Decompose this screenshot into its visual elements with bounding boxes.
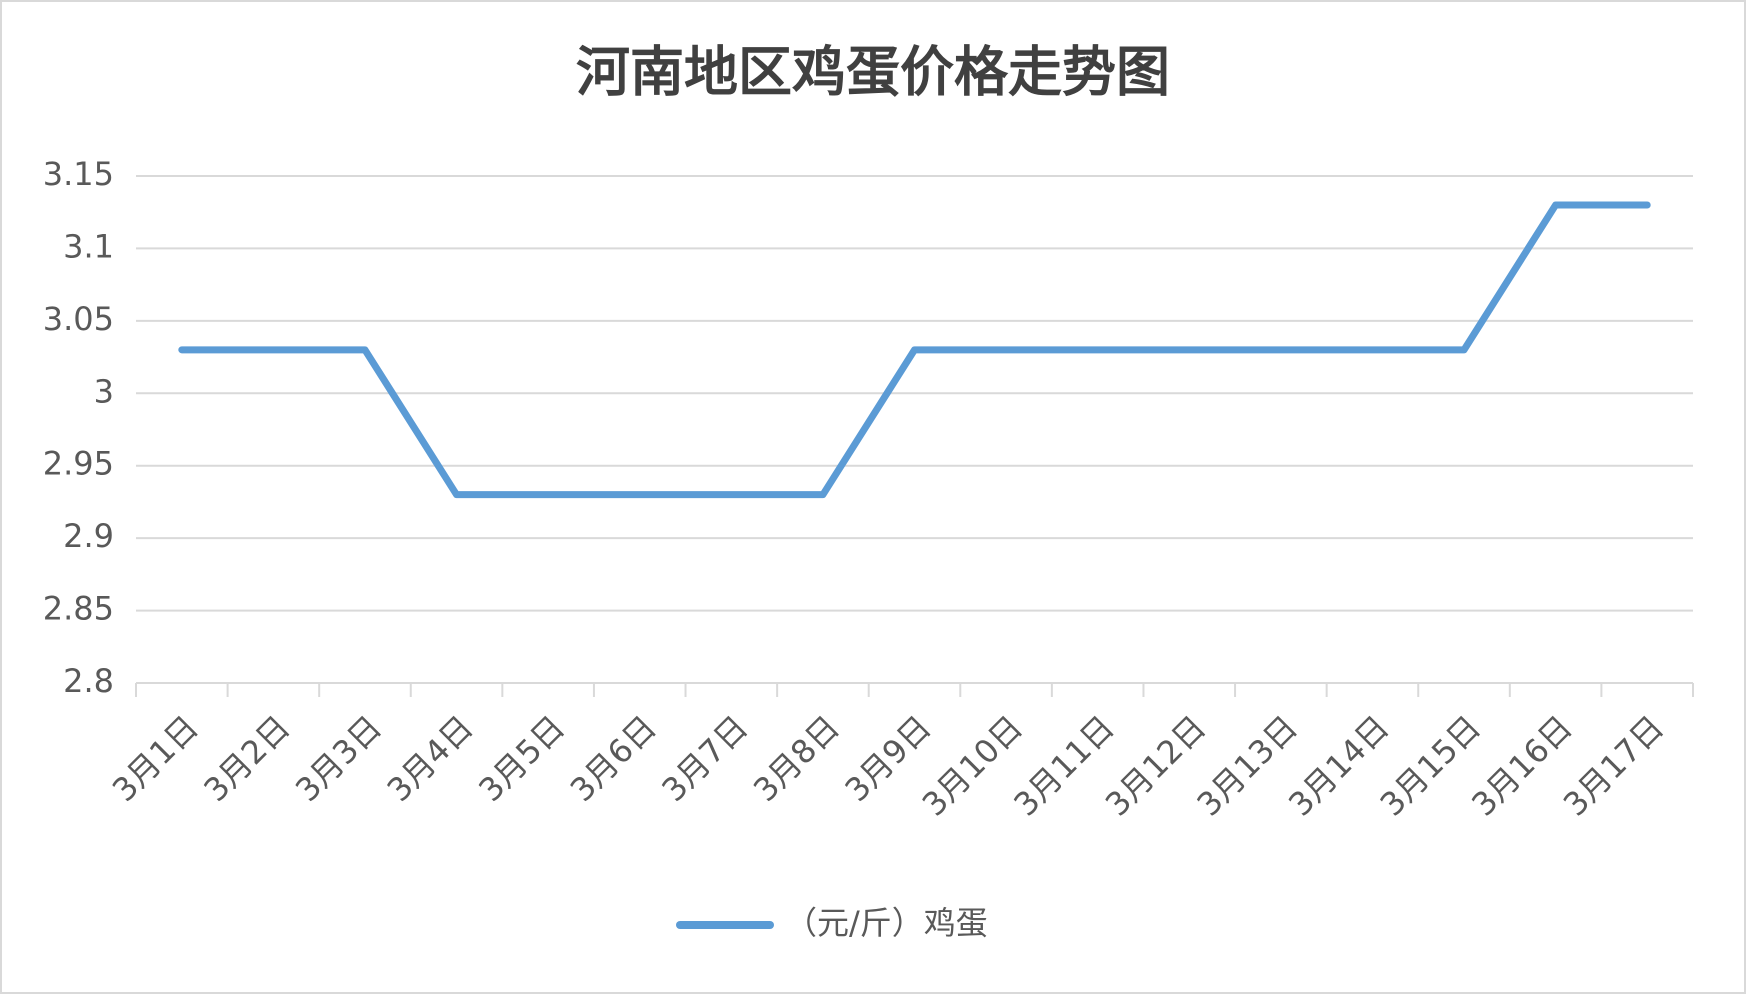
y-tick-label: 3.1	[63, 227, 114, 265]
chart-title: 河南地区鸡蛋价格走势图	[576, 41, 1170, 104]
data-line	[178, 201, 1651, 499]
y-tick-label: 2.95	[43, 445, 114, 483]
y-tick-label: 2.9	[63, 517, 114, 555]
legend-label: （元/斤）鸡蛋	[785, 904, 988, 942]
y-tick-label: 3	[94, 372, 114, 410]
y-tick-label: 2.8	[63, 662, 114, 700]
y-tick-label: 3.05	[43, 300, 114, 338]
y-tick-label: 3.15	[43, 155, 114, 193]
y-tick-label: 2.85	[43, 590, 114, 628]
